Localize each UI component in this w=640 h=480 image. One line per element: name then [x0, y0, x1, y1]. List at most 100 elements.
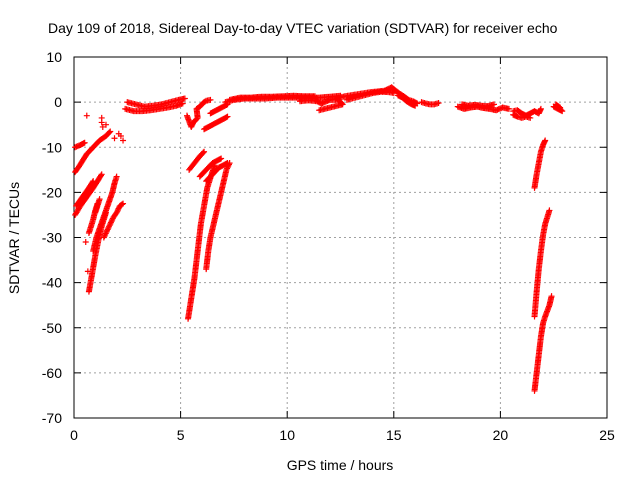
series-isolated: [82, 112, 127, 275]
data-point: [83, 112, 90, 119]
series-arc-35: [531, 293, 555, 394]
data-point: [98, 119, 105, 126]
series-arc-24: [343, 88, 397, 103]
data-point: [105, 223, 112, 230]
data-point: [99, 123, 106, 130]
data-point: [118, 201, 125, 208]
data-point: [106, 222, 113, 229]
y-tick-label: -50: [42, 320, 62, 336]
series-arc-15: [196, 155, 225, 180]
series-arc-22: [296, 96, 346, 114]
series-arc-4: [73, 178, 97, 209]
data-point: [102, 230, 109, 237]
data-point: [105, 225, 112, 232]
series-arc-2: [72, 139, 88, 151]
series-arc-18: [207, 101, 231, 117]
series-arc-33: [531, 137, 549, 191]
y-tick-label: 0: [54, 94, 62, 110]
data-point: [546, 207, 553, 214]
data-point: [106, 129, 113, 136]
series-arc-19: [183, 96, 214, 130]
data-point: [89, 179, 96, 186]
data-point: [120, 200, 127, 207]
series-arc-27: [418, 99, 442, 108]
x-tick-label: 15: [386, 427, 402, 443]
data-point: [81, 139, 88, 146]
data-point: [412, 102, 419, 109]
data-point: [435, 100, 442, 107]
data-point: [218, 155, 225, 162]
series-arc-34: [531, 207, 553, 320]
data-point: [98, 171, 105, 178]
data-point: [104, 226, 111, 233]
data-point: [98, 172, 105, 179]
data-point: [108, 218, 115, 225]
data-point: [82, 239, 89, 246]
data-point: [181, 95, 188, 102]
data-point: [207, 96, 214, 103]
data-point: [491, 101, 498, 108]
y-tick-label: -40: [42, 275, 62, 291]
data-point: [100, 234, 107, 241]
data-point: [90, 178, 97, 185]
series-arc-12: [185, 162, 218, 322]
data-point: [223, 114, 230, 121]
data-point: [117, 132, 124, 139]
data-point: [113, 209, 120, 216]
series-arc-21: [226, 92, 318, 103]
data-point: [548, 293, 555, 300]
series-arc-14: [203, 160, 233, 273]
series-arc-31: [510, 111, 534, 121]
data-point: [527, 114, 534, 121]
y-axis-label: SDTVAR / TECUs: [6, 182, 22, 294]
x-tick-label: 5: [177, 427, 185, 443]
data-point: [224, 113, 231, 120]
data-point: [115, 205, 122, 212]
y-tick-label: -70: [42, 410, 62, 426]
series-arc-13: [186, 148, 208, 173]
data-point: [114, 208, 121, 215]
data-point: [542, 137, 549, 144]
data-point: [113, 173, 120, 180]
series-arc-7: [90, 173, 120, 255]
x-tick-label: 25: [599, 427, 615, 443]
data-point: [224, 165, 231, 172]
data-point: [223, 166, 230, 173]
data-point: [102, 231, 109, 238]
data-point: [557, 104, 564, 111]
y-tick-label: -20: [42, 184, 62, 200]
scatter-points: [72, 84, 566, 394]
y-tick-label: -60: [42, 365, 62, 381]
data-point: [107, 128, 114, 135]
data-point: [102, 121, 109, 128]
series-arc-8: [100, 200, 127, 241]
data-point: [556, 103, 563, 110]
series-arc-32: [550, 101, 566, 115]
series-arc-29: [459, 101, 498, 110]
data-point: [107, 219, 114, 226]
series-arc-17: [201, 113, 231, 133]
series-arc-3: [72, 171, 105, 218]
data-point: [201, 148, 208, 155]
axes: 0 5 10 15 20 25 10 0 -10 -20 -30 -40 -50 -60 -70: [42, 49, 615, 443]
data-point: [200, 149, 207, 156]
chart-title: Day 109 of 2018, Sidereal Day-to-day VTE…: [48, 20, 558, 36]
series-arc-9: [92, 196, 103, 216]
x-tick-label: 20: [493, 427, 509, 443]
data-point: [101, 233, 108, 240]
data-point: [120, 137, 127, 144]
data-point: [224, 160, 231, 167]
data-point: [537, 105, 544, 112]
series-arc-26: [395, 92, 419, 109]
x-tick-label: 10: [279, 427, 295, 443]
x-tick-label: 0: [70, 427, 78, 443]
data-point: [103, 229, 110, 236]
data-point: [104, 227, 111, 234]
y-tick-label: 10: [46, 49, 62, 65]
y-tick-label: -10: [42, 139, 62, 155]
y-tick-label: -30: [42, 230, 62, 246]
data-point: [84, 268, 91, 275]
data-point: [316, 107, 323, 114]
data-point: [111, 135, 118, 142]
